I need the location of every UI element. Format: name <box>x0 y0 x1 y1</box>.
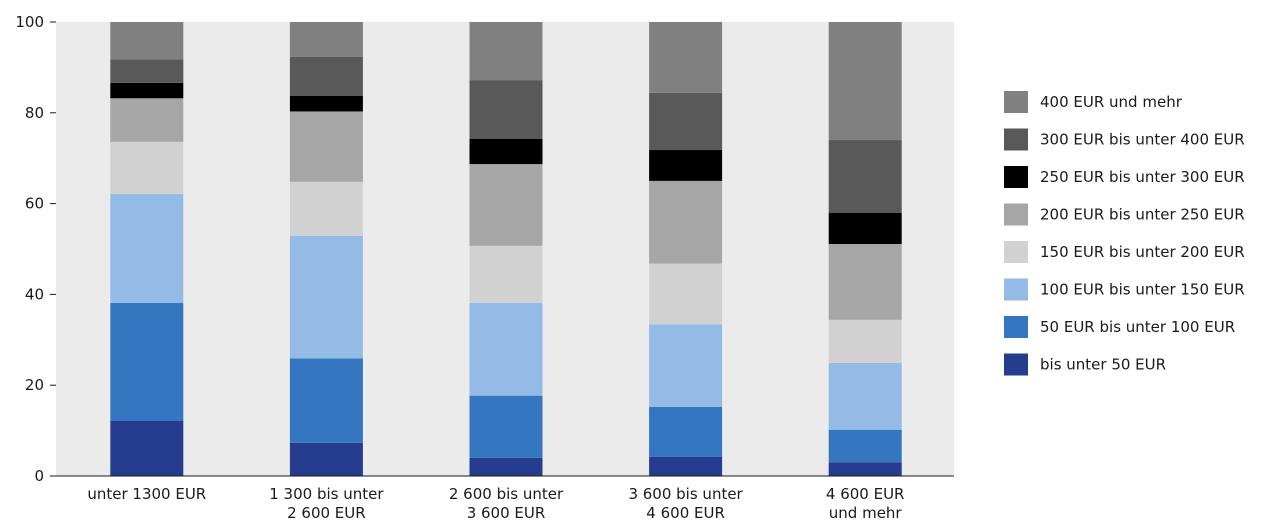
legend-swatch <box>1004 241 1028 263</box>
bar-segment <box>469 303 543 396</box>
legend-label: 200 EUR bis unter 250 EUR <box>1040 206 1245 224</box>
bar-segment <box>289 181 363 236</box>
legend-swatch <box>1004 278 1028 301</box>
bar-segment <box>828 244 902 320</box>
y-tick-label: 20 <box>25 376 44 394</box>
legend-label: 250 EUR bis unter 300 EUR <box>1040 168 1245 186</box>
legend-item: 50 EUR bis unter 100 EUR <box>1004 316 1235 338</box>
bar-segment <box>469 164 543 246</box>
legend-item: 400 EUR und mehr <box>1004 91 1183 113</box>
bar-segment <box>828 319 902 363</box>
legend-item: bis unter 50 EUR <box>1004 353 1166 376</box>
bar-segment <box>828 212 902 245</box>
bar-segment <box>110 98 184 142</box>
bar-segment <box>649 456 723 476</box>
bar-segment <box>110 303 184 421</box>
legend-swatch <box>1004 203 1028 226</box>
legend-swatch <box>1004 353 1028 376</box>
bar-segment <box>649 22 723 93</box>
bar-segment <box>289 358 363 443</box>
x-tick-label: 4 600 EUR und mehr <box>826 485 905 522</box>
legend-label: 100 EUR bis unter 150 EUR <box>1040 281 1245 299</box>
legend-label: 400 EUR und mehr <box>1040 93 1183 111</box>
bar-segment <box>289 22 363 57</box>
y-tick-label: 80 <box>25 104 44 122</box>
bar-segment <box>469 22 543 81</box>
bar-segment <box>110 82 184 99</box>
legend: 400 EUR und mehr 300 EUR bis unter 400 EU… <box>1004 91 1245 376</box>
y-tick-label: 100 <box>15 13 44 31</box>
bar-segment <box>649 324 723 407</box>
legend-item: 300 EUR bis unter 400 EUR <box>1004 128 1245 151</box>
bar-segment <box>469 138 543 165</box>
bar-segment <box>828 429 902 463</box>
bar-segment <box>289 235 363 359</box>
legend-item: 100 EUR bis unter 150 EUR <box>1004 278 1245 301</box>
bar-segment <box>649 180 723 264</box>
bar-segment <box>289 96 363 112</box>
bar-segment <box>110 59 184 83</box>
bar-segment <box>649 92 723 151</box>
bar-segment <box>289 56 363 97</box>
bar-segment <box>469 80 543 139</box>
bar-segment <box>828 462 902 476</box>
y-tick-label: 60 <box>25 195 44 213</box>
bar-segment <box>110 141 184 195</box>
legend-label: 50 EUR bis unter 100 EUR <box>1040 318 1235 336</box>
bar-segment <box>110 22 184 60</box>
legend-label: 300 EUR bis unter 400 EUR <box>1040 131 1245 149</box>
legend-swatch <box>1004 316 1028 338</box>
bars <box>110 22 902 476</box>
x-tick-label: 2 600 bis unter 3 600 EUR <box>449 485 564 522</box>
bar-segment <box>649 406 723 457</box>
legend-swatch <box>1004 91 1028 113</box>
bar-segment <box>469 457 543 476</box>
legend-item: 200 EUR bis unter 250 EUR <box>1004 203 1245 226</box>
bar-segment <box>289 111 363 182</box>
legend-label: 150 EUR bis unter 200 EUR <box>1040 243 1245 261</box>
y-axis: 0 20 40 60 80 100 <box>15 13 56 485</box>
bar-segment <box>828 362 902 430</box>
bar-segment <box>110 194 184 304</box>
x-tick-label: 3 600 bis unter 4 600 EUR <box>628 485 743 522</box>
bar-segment <box>828 22 902 141</box>
bar-segment <box>469 395 543 458</box>
x-axis: unter 1300 EUR 1 300 bis unter 2 600 EUR 2 … <box>87 485 904 522</box>
bar-segment <box>289 442 363 476</box>
x-tick-label: unter 1300 EUR <box>87 485 206 503</box>
bar-segment <box>828 140 902 213</box>
y-tick-label: 0 <box>34 467 44 485</box>
bar-segment <box>649 263 723 325</box>
bar-segment <box>110 420 184 476</box>
legend-item: 150 EUR bis unter 200 EUR <box>1004 241 1245 263</box>
bar-segment <box>649 150 723 181</box>
legend-label: bis unter 50 EUR <box>1040 356 1166 374</box>
y-tick-label: 40 <box>25 285 44 303</box>
bar-segment <box>469 245 543 304</box>
legend-swatch <box>1004 128 1028 151</box>
legend-item: 250 EUR bis unter 300 EUR <box>1004 166 1245 188</box>
legend-swatch <box>1004 166 1028 188</box>
x-tick-label: 1 300 bis unter 2 600 EUR <box>269 485 384 522</box>
